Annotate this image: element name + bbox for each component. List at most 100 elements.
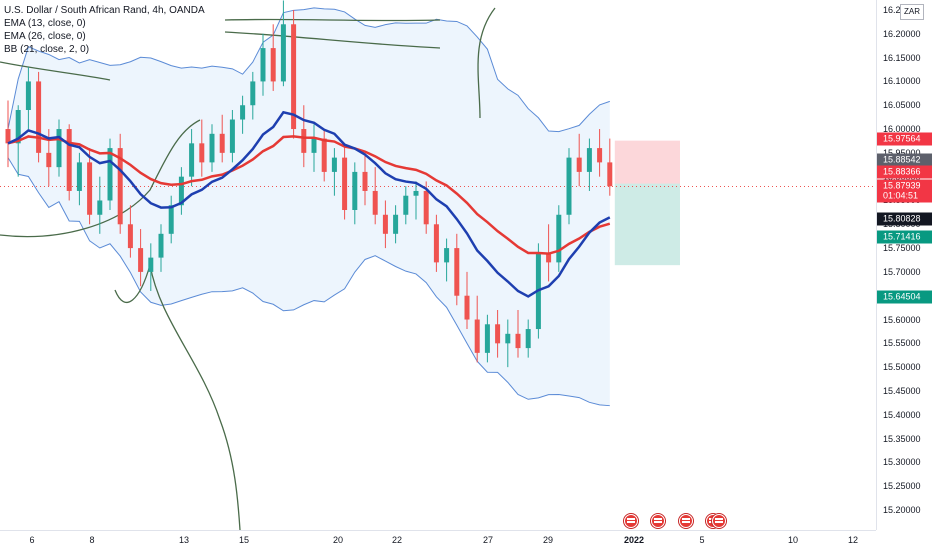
candle-body [586, 148, 592, 172]
us-flag-icon[interactable] [679, 514, 693, 528]
ema26-line [7, 135, 611, 255]
candle-body [597, 148, 603, 163]
price-tag: 15.71416 [877, 230, 932, 244]
candle-body [484, 324, 490, 353]
symbol-title: U.S. Dollar / South African Rand, 4h, OA… [4, 5, 205, 16]
chart-legend: U.S. Dollar / South African Rand, 4h, OA… [4, 4, 205, 56]
candle-body [321, 138, 327, 172]
candle-body [352, 171, 358, 210]
candle-body [331, 157, 337, 172]
ema13-legend: EMA (13, close, 0) [4, 18, 86, 29]
candle-body [199, 143, 205, 163]
time-label: 20 [332, 535, 344, 545]
us-flag-icon[interactable] [651, 514, 665, 528]
time-label: 12 [847, 535, 859, 545]
price-tag: 15.97564 [877, 132, 932, 146]
candle-body [342, 157, 348, 210]
candle-body [546, 252, 552, 263]
price-tick: 15.70000 [883, 266, 921, 277]
candle-body [433, 224, 439, 263]
candle-body [158, 233, 164, 258]
price-tick: 15.60000 [883, 314, 921, 325]
candle-body [250, 81, 256, 106]
trend-drawing [477, 7, 496, 119]
price-tick: 15.55000 [883, 338, 921, 349]
candle-body [362, 171, 368, 191]
bb-fill [8, 7, 610, 406]
candle-body [189, 143, 195, 177]
candle-body [495, 324, 501, 344]
candle-body [454, 248, 460, 296]
candle-body [107, 148, 113, 201]
candle-body [464, 295, 470, 320]
candle-body [36, 81, 42, 153]
bb-upper-line [7, 7, 610, 133]
candle-body [423, 190, 429, 225]
candle-body [178, 176, 184, 206]
candle-body [127, 224, 133, 249]
price-tick: 15.95000 [883, 148, 921, 158]
candle-body [168, 205, 174, 234]
time-label: 10 [787, 535, 799, 545]
time-label: 22 [391, 535, 403, 545]
time-label: 6 [29, 535, 35, 545]
candle-body [515, 333, 521, 349]
price-tick: 15.35000 [883, 433, 921, 444]
price-tick: 16.00000 [883, 124, 921, 135]
candle-body [607, 162, 613, 187]
price-tag: 15.87939 [877, 179, 932, 193]
chart-area[interactable]: U.S. Dollar / South African Rand, 4h, OA… [0, 0, 876, 530]
candle-body [270, 48, 276, 82]
candle-body [291, 24, 297, 130]
price-tag: 15.88542 [877, 153, 932, 167]
candle-body [25, 81, 31, 110]
candle-body [393, 214, 399, 234]
time-label: 2022 [623, 535, 645, 545]
price-tick: 15.25000 [883, 481, 921, 492]
stop-zone [614, 140, 680, 184]
candle-body [566, 157, 572, 215]
candle-body [382, 214, 388, 234]
time-label: 15 [238, 535, 250, 545]
price-tag: 15.64504 [877, 290, 932, 304]
trend-drawing [0, 119, 201, 238]
target-zone [614, 183, 680, 266]
price-tick: 15.30000 [883, 457, 921, 468]
candle-body [56, 129, 62, 168]
candle-body [444, 248, 450, 263]
candle-body [240, 105, 246, 120]
bb-legend: BB (21, close, 2, 0) [4, 44, 90, 55]
trend-drawing [114, 264, 241, 530]
candle-body [556, 214, 562, 263]
price-tick: 15.75000 [883, 243, 921, 254]
bb-lower-line [7, 157, 610, 407]
candle-body [219, 133, 225, 153]
candle-body [138, 248, 144, 272]
candle-body [474, 319, 480, 353]
candle-body [229, 119, 235, 153]
candle-body [148, 257, 154, 272]
time-label: 5 [699, 535, 705, 545]
us-flag-icon[interactable] [624, 514, 638, 528]
candle-body [46, 152, 52, 168]
us-flag-icon[interactable] [712, 514, 726, 528]
price-tick: 15.20000 [883, 505, 921, 515]
candle-body [66, 129, 72, 191]
trend-drawing [224, 31, 441, 49]
candle-body [311, 138, 317, 153]
price-tick: 16.10000 [883, 76, 921, 87]
candle-body [413, 190, 419, 196]
price-axis[interactable]: 16.2500016.2000016.1500016.1000016.05000… [876, 0, 932, 530]
currency-button[interactable]: ZAR [900, 4, 924, 20]
price-tag: 01:04:51 [877, 189, 932, 203]
price-tag: 15.88366 [877, 165, 932, 179]
price-tick: 16.15000 [883, 52, 921, 63]
candle-body [209, 133, 215, 163]
candle-body [403, 195, 409, 215]
time-axis[interactable]: 6 8 13 15 20 22 27 29 2022 5 10 12 [0, 530, 876, 551]
price-chart[interactable] [0, 0, 876, 530]
candle-body [76, 162, 82, 191]
time-label: 29 [542, 535, 554, 545]
price-tick: 15.40000 [883, 409, 921, 420]
price-tick: 15.45000 [883, 385, 921, 396]
